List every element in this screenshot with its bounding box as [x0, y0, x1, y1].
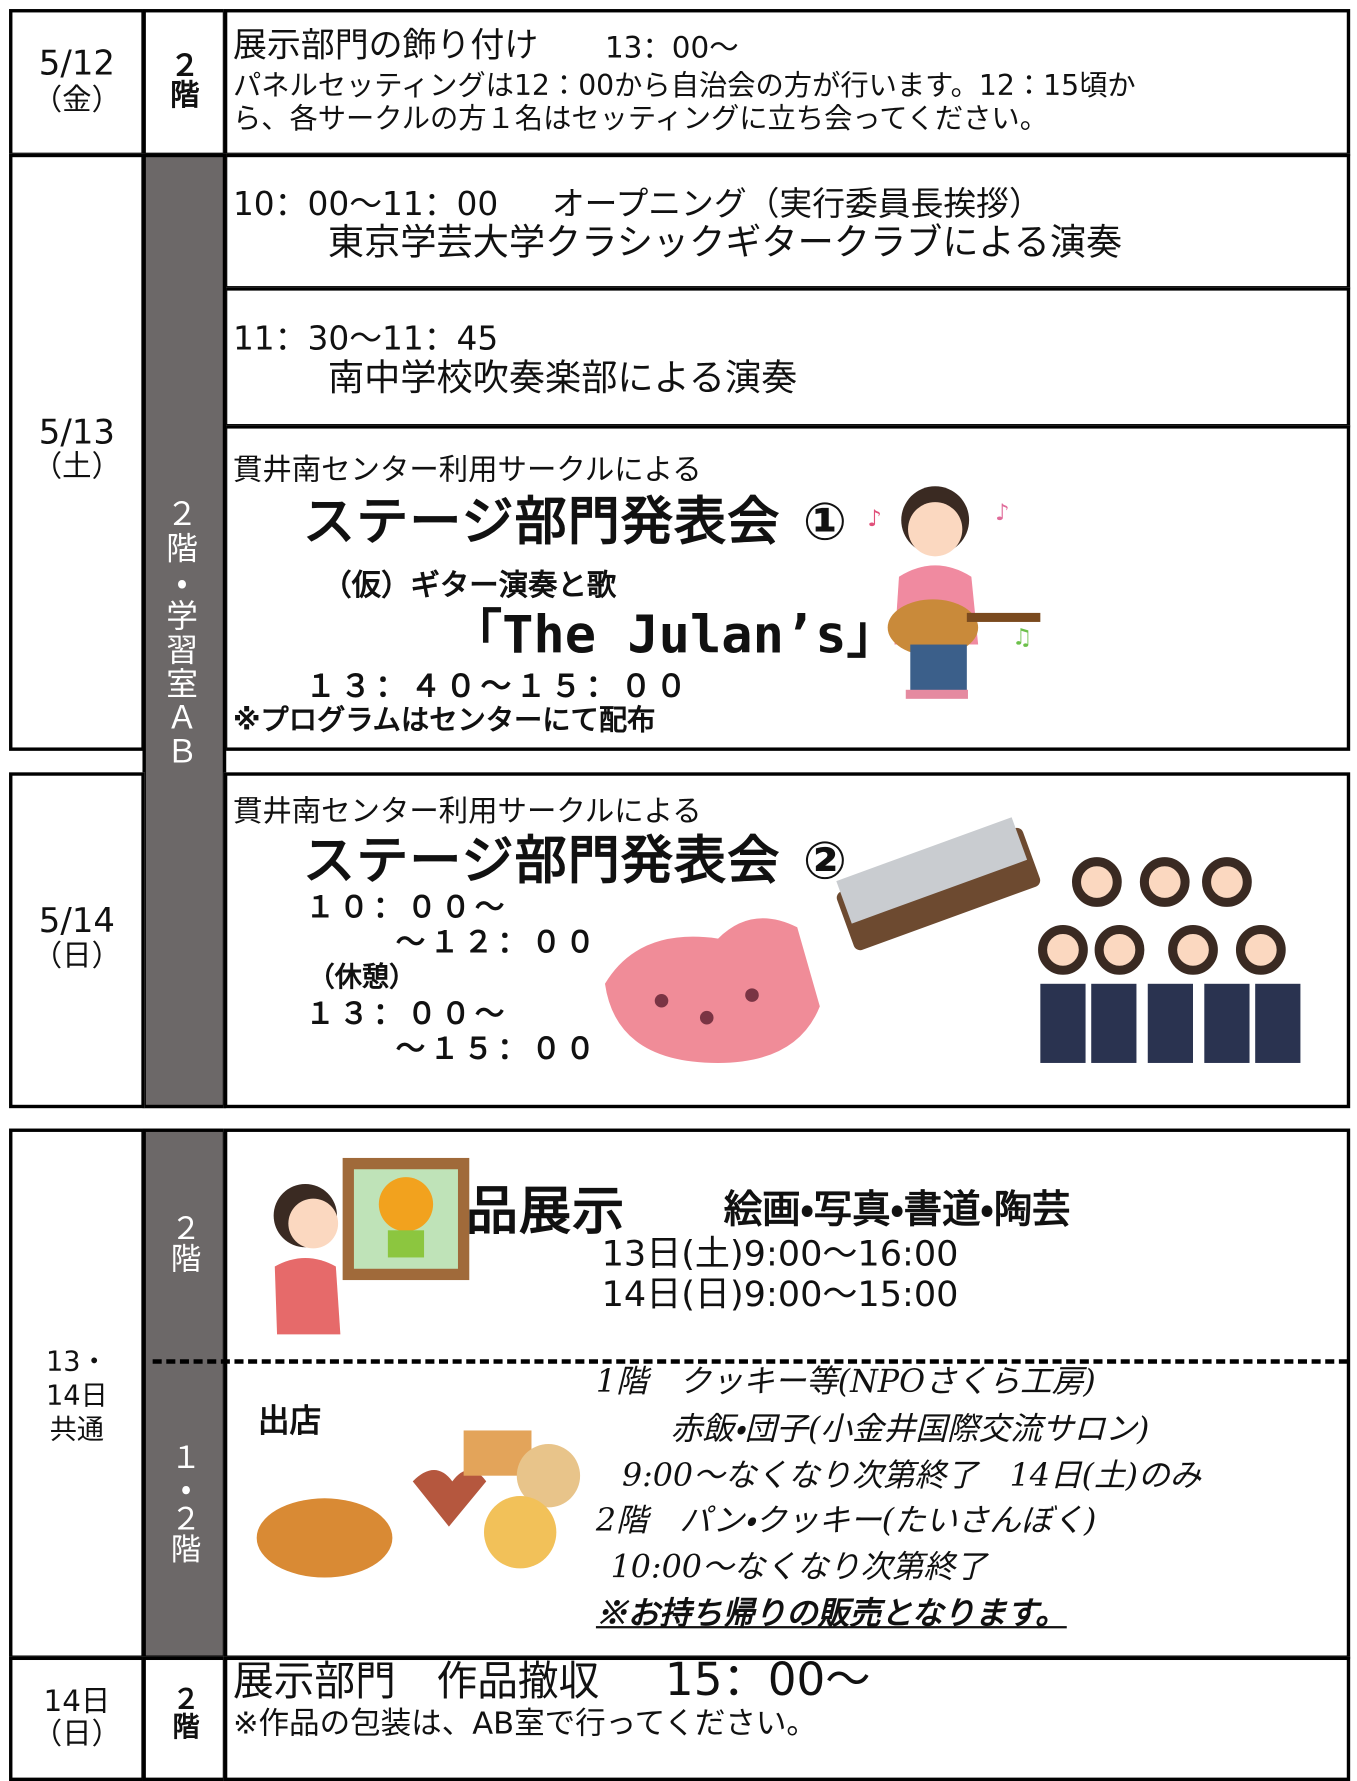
note: ※プログラムはセンターにて配布: [232, 703, 656, 737]
stage-title: ステージ部門発表会: [303, 830, 781, 892]
svg-text:♪: ♪: [995, 500, 1009, 526]
shop-line: 1階 クッキー等(NPOさくら工房): [595, 1362, 1096, 1400]
number: ②: [802, 830, 849, 892]
exhibit-illustration: [273, 1157, 470, 1335]
cell: [142, 1128, 227, 1659]
time: 10：00～11：00: [232, 184, 499, 223]
shop-note: ※お持ち帰りの販売となります。: [595, 1594, 1067, 1632]
weekday: （土）: [32, 450, 121, 484]
genres: 絵画・写真・書道・陶芸: [723, 1187, 1071, 1233]
act: 東京学芸大学クラシックギタークラブによる演奏: [327, 220, 1123, 264]
weekday: （日）: [32, 939, 121, 974]
time: １３：００～: [305, 997, 509, 1032]
cell: [223, 425, 1351, 751]
date: 共通: [49, 1413, 105, 1446]
act: 南中学校吹奏楽部による演奏: [327, 356, 798, 400]
floor: ２階: [165, 49, 200, 109]
time: ～１５：００: [395, 1032, 600, 1067]
cell: [223, 287, 1351, 428]
time: １３：４０～１５：００: [305, 669, 691, 705]
svg-text:♪: ♪: [867, 506, 881, 532]
stage-title: ステージ部門発表会: [303, 490, 781, 552]
time: 15：00～: [664, 1654, 871, 1707]
date: 13・: [46, 1345, 108, 1378]
time: １０：００～: [305, 891, 509, 925]
date: 5/13: [38, 412, 115, 453]
time: ～１２：００: [395, 926, 600, 961]
floor: ２階・学習室ＡＢ: [161, 497, 200, 769]
title: オープニング（実行委員長挨拶）: [551, 184, 1042, 223]
note: パネルセッティングは12：00から自治会の方が行います。12：15頃か: [232, 68, 1136, 102]
time: 13：00～: [604, 31, 739, 66]
shop-line: 10:00～なくなり次第終了: [610, 1548, 987, 1586]
date: 14日: [43, 1684, 111, 1719]
date: 5/12: [38, 44, 115, 84]
time: 14日(日)9:00～15:00: [601, 1274, 959, 1316]
weekday: （日）: [32, 1717, 121, 1752]
act: （仮）ギター演奏と歌: [322, 568, 617, 603]
cell: [142, 153, 227, 1109]
svg-text:♫: ♫: [1012, 625, 1032, 651]
number: ①: [802, 490, 849, 552]
cell: [9, 772, 145, 1109]
shop-line: 2階 パン・クッキー(たいさんぼく): [595, 1501, 1097, 1540]
weekday: （金）: [32, 83, 121, 118]
food-illustration: [256, 1430, 581, 1578]
title: 展示部門の飾り付け: [232, 26, 539, 66]
band: 「The Julan’s」: [450, 603, 899, 665]
divider: [152, 1359, 1348, 1364]
note: ら、各サークルの方１名はセッティングに立ち会ってください。: [232, 101, 1048, 135]
cell: [142, 9, 227, 157]
time: 11：30～11：45: [232, 318, 499, 358]
instrument-illustrations: [604, 817, 1301, 1063]
cell: [9, 9, 145, 157]
note: ※作品の包装は、AB室で行ってください。: [232, 1706, 817, 1742]
shop-line: 9:00～なくなり次第終了 14日(土)のみ: [621, 1456, 1202, 1494]
floor: ２階: [167, 1684, 200, 1740]
date: 14日: [46, 1379, 108, 1412]
time: 13日(土)9:00～16:00: [601, 1233, 959, 1275]
floor: １・２階: [165, 1441, 201, 1564]
shop-label: 出店: [257, 1402, 322, 1440]
shop-line: 赤飯・団子(小金井国際交流サロン): [670, 1410, 1150, 1448]
floor: ２階: [165, 1212, 201, 1274]
break: （休憩）: [307, 961, 417, 993]
title: 展示部門 作品撤収: [232, 1658, 600, 1706]
lead: 貫井南センター利用サークルによる: [232, 794, 702, 829]
date: 5/14: [38, 901, 115, 941]
guitarist-illustration: ♪ ♪ ♫: [867, 486, 1041, 699]
lead: 貫井南センター利用サークルによる: [232, 453, 702, 488]
